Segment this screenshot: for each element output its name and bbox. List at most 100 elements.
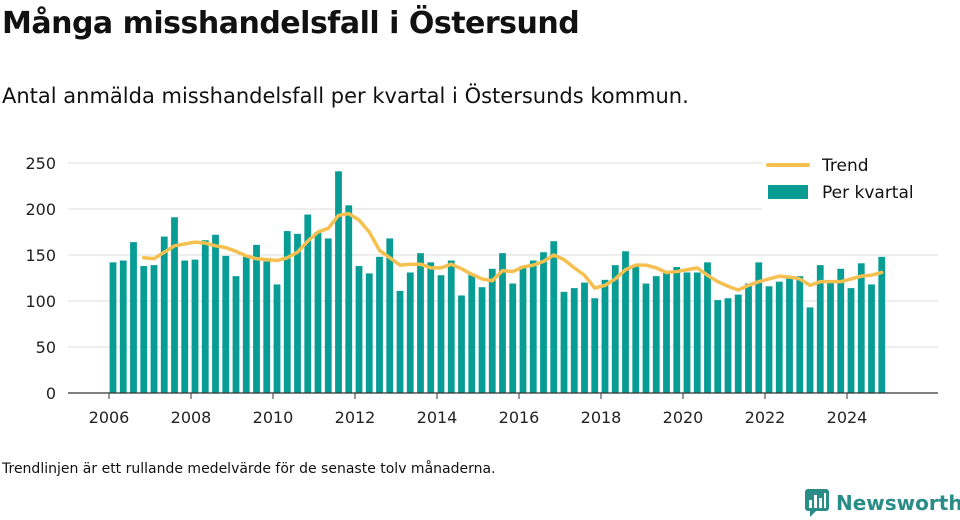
bar: [109, 262, 117, 393]
bar: [868, 284, 875, 393]
bar: [560, 291, 568, 393]
bar: [273, 284, 281, 393]
bar: [417, 253, 424, 393]
legend-trend-label: Trend: [821, 156, 869, 176]
legend-bar-swatch: [768, 185, 808, 199]
bar: [601, 279, 609, 393]
y-tick-label: 50: [36, 338, 56, 357]
bar: [550, 241, 558, 393]
y-tick-label: 0: [46, 384, 56, 403]
bar: [591, 298, 599, 393]
bar: [130, 242, 137, 393]
bar: [396, 290, 404, 393]
x-tick-label: 2008: [171, 408, 212, 427]
bar: [365, 273, 373, 393]
bar: [212, 234, 219, 393]
bar: [222, 255, 230, 393]
bar: [171, 217, 178, 393]
bar: [775, 281, 783, 393]
bar: [304, 214, 312, 393]
brand-logo[interactable]: Newsworthy: [804, 488, 960, 518]
bar: [540, 252, 547, 393]
bar: [345, 205, 353, 393]
bar: [652, 276, 660, 393]
bar: [181, 260, 189, 393]
x-tick-label: 2020: [663, 408, 704, 427]
bar: [529, 260, 537, 393]
bar: [837, 268, 845, 393]
y-tick-label: 100: [25, 292, 56, 311]
x-tick-label: 2012: [335, 408, 376, 427]
y-tick-label: 150: [25, 246, 56, 265]
x-tick-label: 2006: [89, 408, 130, 427]
bar: [355, 266, 363, 393]
bar: [622, 251, 629, 393]
bar: [745, 283, 752, 393]
x-tick-label: 2016: [499, 408, 540, 427]
trend-line-layer: [142, 211, 884, 292]
bar: [468, 274, 476, 393]
bar: [201, 240, 209, 393]
legend-bar-label: Per kvartal: [822, 183, 914, 203]
bar: [786, 277, 793, 393]
bars-per-kvartal: [109, 171, 886, 393]
newsworthy-logo-icon: [805, 489, 829, 517]
bar: [160, 236, 168, 393]
bar: [683, 272, 691, 393]
x-axis: 2006 2008 2010 2012 2014 2016 2018 2020 2022 2024: [68, 392, 938, 427]
bar: [119, 260, 127, 393]
bar: [488, 268, 496, 393]
bar: [314, 232, 322, 393]
bar: [611, 265, 619, 393]
bar: [140, 266, 148, 393]
x-tick-label: 2024: [827, 408, 868, 427]
bar: [847, 288, 855, 393]
bar: [693, 272, 701, 393]
bar: [376, 256, 383, 393]
bar: [294, 233, 301, 393]
bar: [570, 288, 578, 393]
x-tick-label: 2010: [253, 408, 294, 427]
brand-name: Newsworthy: [836, 491, 960, 515]
trend-line: [142, 211, 884, 292]
footnote: Trendlinjen är ett rullande medelvärde f…: [2, 461, 496, 477]
bar: [632, 266, 640, 393]
bar: [827, 280, 834, 393]
chart-subtitle: Antal anmälda misshandelsfall per kvarta…: [2, 84, 689, 108]
bar: [704, 262, 711, 393]
bar: [263, 261, 271, 393]
y-tick-label: 200: [25, 200, 56, 219]
legend: Trend Per kvartal: [762, 150, 938, 212]
bar: [324, 238, 332, 393]
bar: [427, 262, 435, 393]
x-tick-label: 2022: [745, 408, 786, 427]
bar: [509, 283, 517, 393]
bar: [857, 263, 865, 393]
bar: [283, 231, 291, 393]
bar: [242, 256, 250, 393]
bar: [386, 238, 394, 393]
bar: [796, 276, 804, 393]
bar: [406, 272, 414, 393]
bar: [581, 282, 588, 393]
bar: [150, 265, 158, 393]
bar: [714, 300, 722, 393]
chart-title: Många misshandelsfall i Östersund: [2, 6, 580, 41]
bar: [232, 276, 240, 393]
bar: [673, 266, 681, 393]
y-tick-label: 250: [25, 154, 56, 173]
y-axis-ticks: 0 50 100 150 200 250: [25, 154, 56, 403]
bar: [755, 262, 763, 393]
bar: [447, 260, 455, 393]
bar: [519, 266, 527, 393]
bar: [734, 294, 742, 393]
bar: [806, 307, 814, 393]
x-tick-label: 2014: [417, 408, 458, 427]
bar: [724, 298, 732, 393]
bar: [642, 283, 650, 393]
bar: [765, 286, 773, 393]
bar: [816, 265, 824, 393]
bar: [253, 244, 260, 393]
bar: [878, 256, 886, 393]
legend-background: [762, 150, 938, 212]
